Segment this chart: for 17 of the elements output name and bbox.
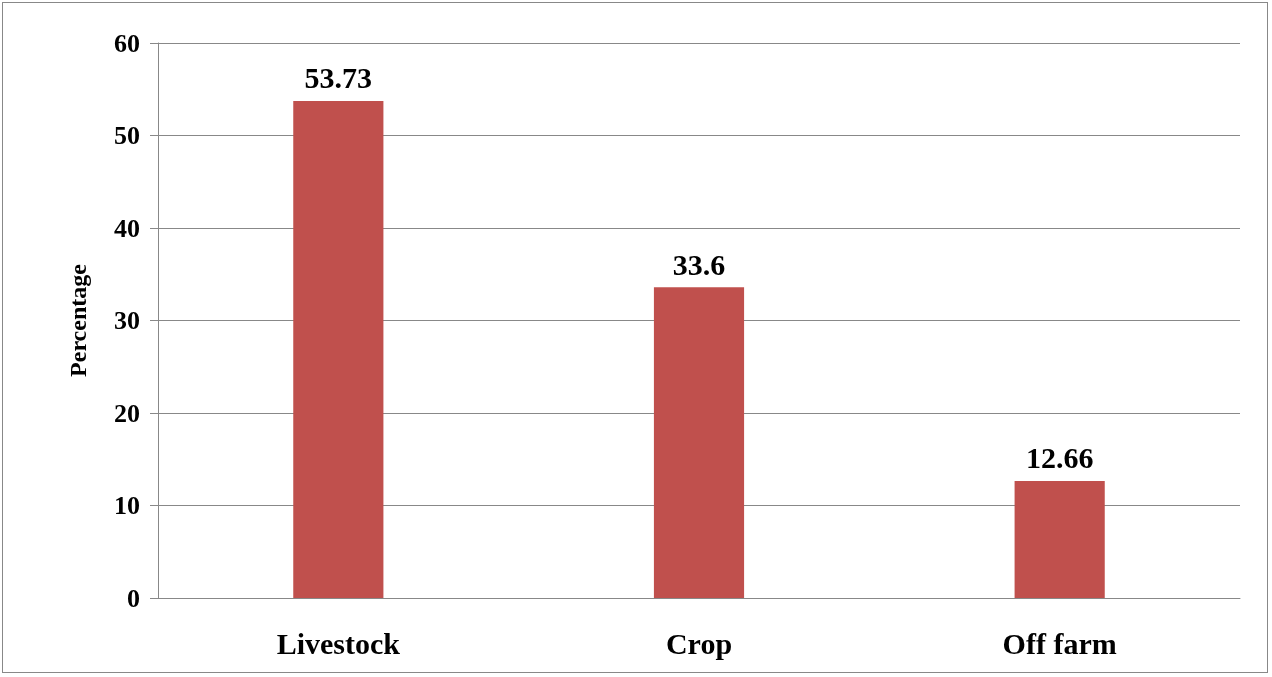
y-tick-label: 30 bbox=[114, 306, 140, 335]
y-tick-label: 50 bbox=[114, 121, 140, 150]
data-label: 53.73 bbox=[304, 61, 373, 95]
y-tick-label: 20 bbox=[114, 398, 140, 428]
y-axis-title: Percentage bbox=[65, 263, 91, 377]
bar bbox=[293, 101, 384, 598]
y-tick-label: 40 bbox=[114, 213, 140, 243]
data-label: 33.6 bbox=[672, 247, 726, 281]
x-tick-label: Off farm bbox=[1002, 626, 1117, 660]
x-tick-label: Livestock bbox=[276, 626, 401, 660]
y-tick-label: 60 bbox=[114, 28, 140, 58]
y-tick-label: 10 bbox=[114, 491, 140, 520]
x-tick-label: Crop bbox=[665, 626, 733, 660]
bar bbox=[653, 287, 745, 598]
data-label: 12.66 bbox=[1025, 441, 1094, 475]
y-tick-label: 0 bbox=[127, 583, 140, 613]
bar bbox=[1014, 480, 1105, 598]
